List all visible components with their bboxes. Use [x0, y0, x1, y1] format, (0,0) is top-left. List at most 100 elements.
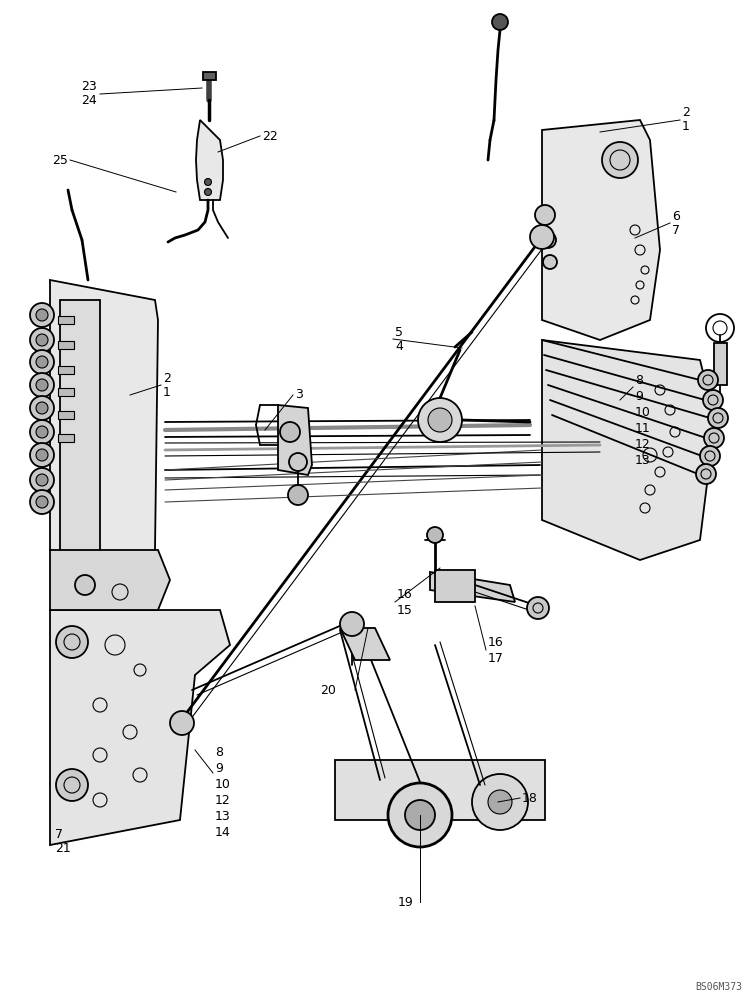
Circle shape	[30, 468, 54, 492]
Circle shape	[602, 142, 638, 178]
Circle shape	[30, 328, 54, 352]
Bar	[58, 411, 74, 419]
Text: 12: 12	[635, 438, 650, 450]
Bar	[203, 72, 216, 80]
Bar	[435, 570, 475, 602]
Polygon shape	[542, 340, 715, 560]
Text: 1: 1	[163, 385, 171, 398]
Polygon shape	[50, 610, 230, 845]
Text: 17: 17	[488, 652, 504, 664]
Circle shape	[170, 711, 194, 735]
Text: 3: 3	[295, 388, 303, 401]
Text: 19: 19	[398, 896, 414, 908]
Text: 20: 20	[320, 684, 336, 696]
Circle shape	[405, 800, 435, 830]
Text: 23: 23	[81, 81, 97, 94]
Text: 11: 11	[635, 422, 650, 434]
Text: 22: 22	[262, 129, 277, 142]
Circle shape	[288, 485, 308, 505]
Text: 25: 25	[52, 153, 68, 166]
Text: 18: 18	[522, 792, 538, 804]
Text: 8: 8	[215, 746, 223, 758]
Text: 13: 13	[215, 810, 231, 822]
Circle shape	[56, 626, 88, 658]
Circle shape	[205, 188, 211, 196]
Text: 2: 2	[163, 371, 171, 384]
Bar	[58, 366, 74, 374]
Circle shape	[698, 370, 718, 390]
Circle shape	[530, 225, 554, 249]
Polygon shape	[430, 572, 515, 602]
Text: 10: 10	[635, 406, 651, 418]
Circle shape	[30, 303, 54, 327]
Bar	[335, 760, 545, 820]
Text: BS06M373: BS06M373	[695, 982, 742, 992]
Polygon shape	[542, 120, 660, 340]
Text: 24: 24	[81, 95, 97, 107]
Polygon shape	[278, 405, 312, 475]
Bar	[58, 316, 74, 324]
Polygon shape	[50, 280, 158, 570]
Text: 6: 6	[672, 210, 680, 223]
Circle shape	[535, 205, 555, 225]
Text: 13: 13	[635, 454, 650, 466]
Circle shape	[36, 474, 48, 486]
Text: 7: 7	[672, 224, 680, 236]
Text: 15: 15	[397, 603, 413, 616]
Circle shape	[527, 597, 549, 619]
Text: 9: 9	[635, 389, 643, 402]
Circle shape	[75, 575, 95, 595]
Text: 10: 10	[215, 778, 231, 790]
Circle shape	[289, 453, 307, 471]
Text: 16: 16	[397, 587, 413, 600]
Circle shape	[708, 408, 728, 428]
Circle shape	[428, 408, 452, 432]
Circle shape	[205, 178, 211, 186]
Bar	[58, 341, 74, 349]
Text: 21: 21	[55, 842, 71, 854]
Bar	[58, 388, 74, 396]
Circle shape	[36, 496, 48, 508]
Text: 7: 7	[55, 828, 63, 840]
Circle shape	[30, 350, 54, 374]
Polygon shape	[60, 300, 100, 560]
Circle shape	[418, 398, 462, 442]
Circle shape	[472, 774, 528, 830]
Circle shape	[540, 232, 556, 248]
Circle shape	[36, 334, 48, 346]
Circle shape	[703, 390, 723, 410]
Circle shape	[56, 769, 88, 801]
Circle shape	[704, 428, 724, 448]
Text: 14: 14	[215, 826, 231, 838]
Circle shape	[36, 309, 48, 321]
Circle shape	[280, 422, 300, 442]
Circle shape	[36, 379, 48, 391]
Circle shape	[36, 356, 48, 368]
Circle shape	[696, 464, 716, 484]
Circle shape	[36, 449, 48, 461]
Text: 4: 4	[395, 340, 403, 353]
Text: 9: 9	[215, 762, 223, 774]
Circle shape	[30, 373, 54, 397]
Bar	[58, 434, 74, 442]
Polygon shape	[340, 628, 390, 660]
Circle shape	[700, 446, 720, 466]
Circle shape	[30, 443, 54, 467]
Text: 8: 8	[635, 373, 643, 386]
Polygon shape	[196, 120, 223, 200]
Circle shape	[488, 790, 512, 814]
Text: 16: 16	[488, 636, 504, 648]
Circle shape	[30, 490, 54, 514]
Circle shape	[30, 396, 54, 420]
Circle shape	[36, 426, 48, 438]
Circle shape	[30, 420, 54, 444]
Polygon shape	[50, 550, 170, 610]
Circle shape	[427, 527, 443, 543]
Circle shape	[492, 14, 508, 30]
Text: 2: 2	[682, 106, 690, 119]
Text: 12: 12	[215, 794, 231, 806]
Bar	[716, 412, 725, 422]
Bar	[714, 343, 727, 385]
Text: 5: 5	[395, 326, 403, 338]
Circle shape	[340, 612, 364, 636]
